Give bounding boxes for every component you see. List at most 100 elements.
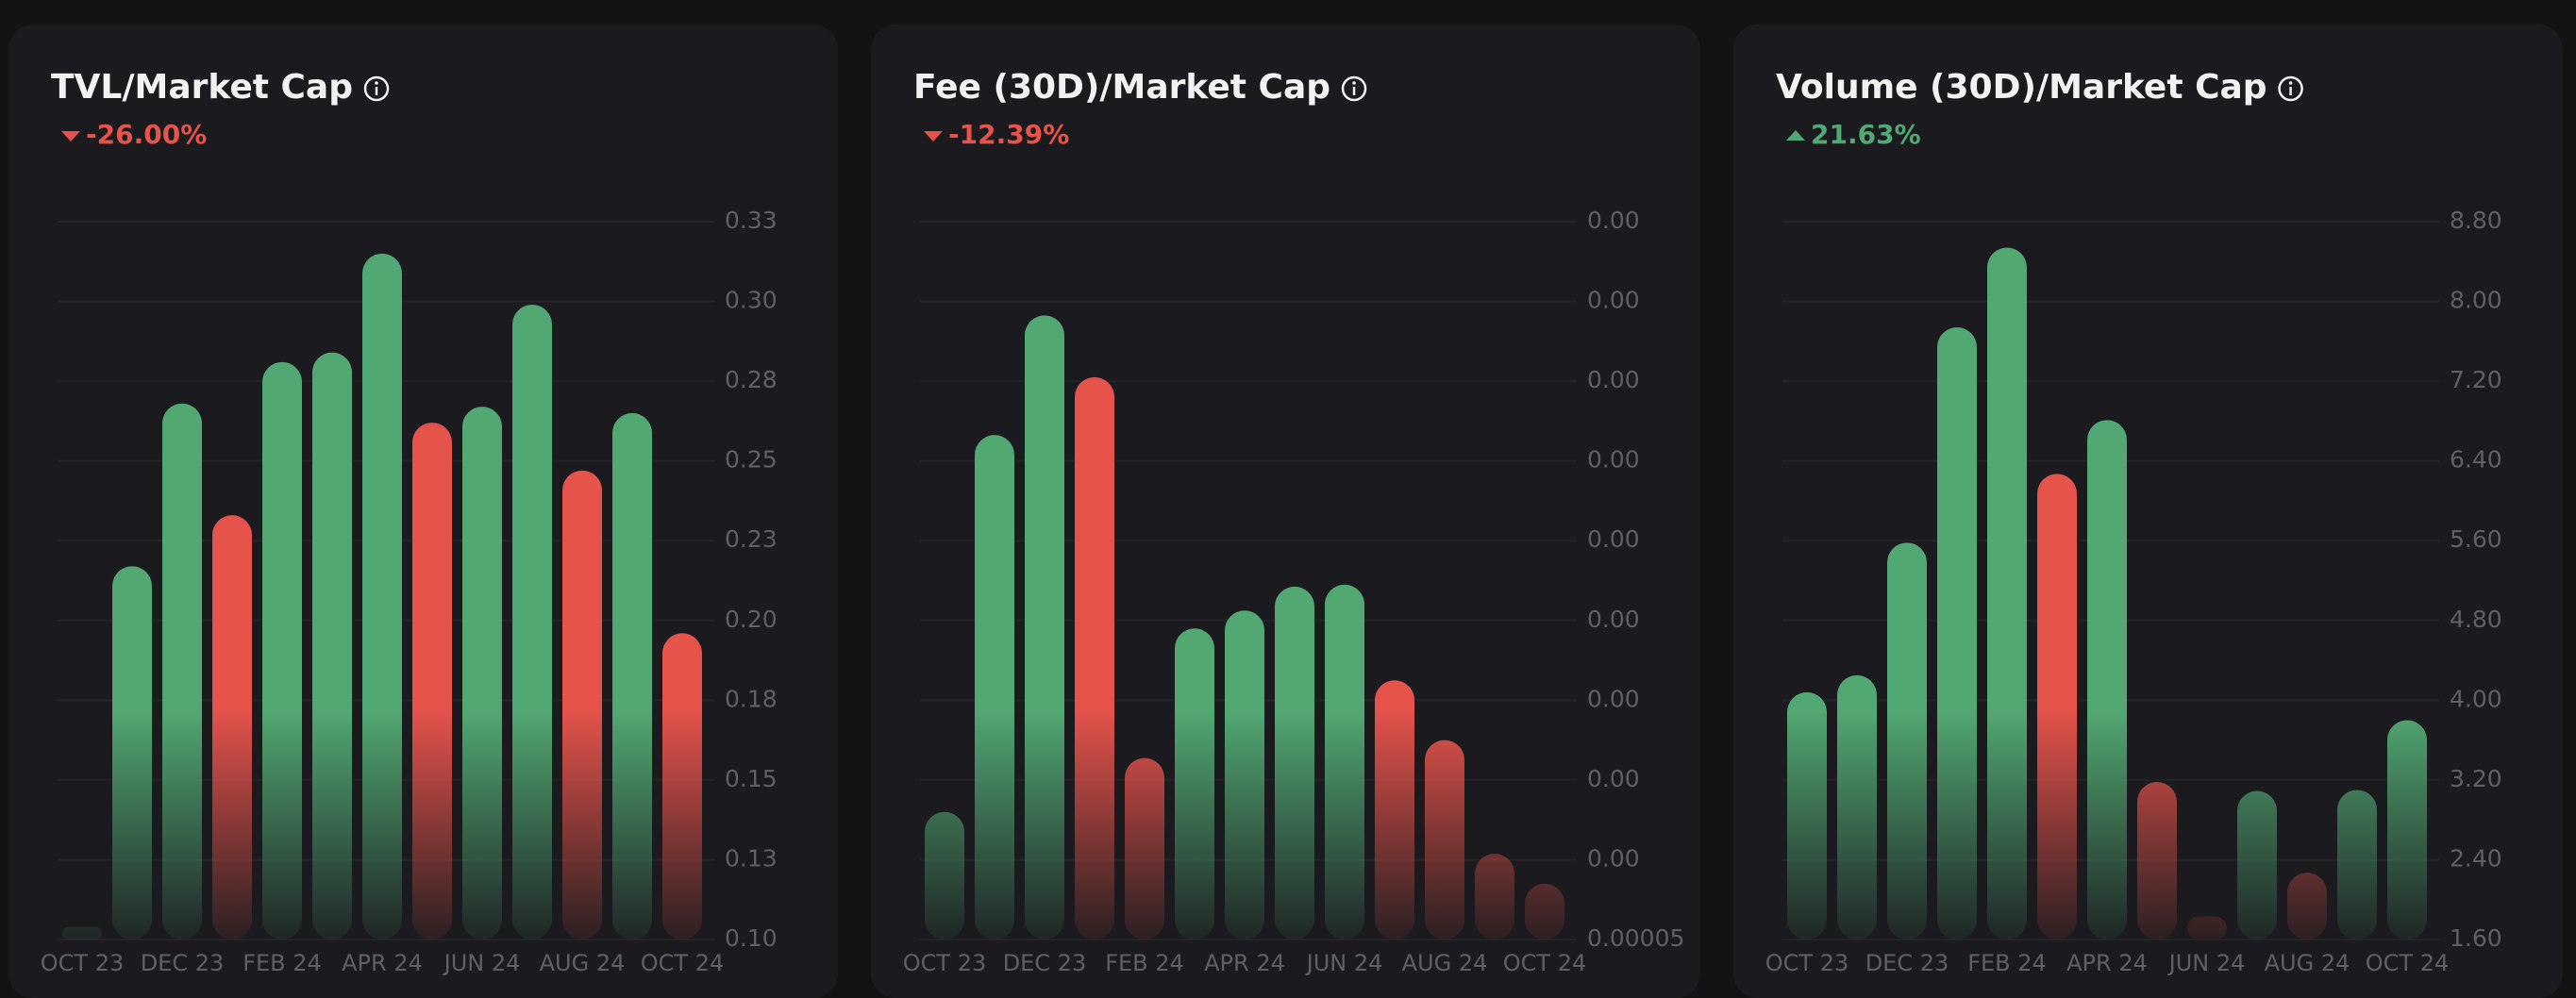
- bar: [1275, 586, 1314, 940]
- x-tick-label: FEB 24: [243, 950, 322, 976]
- bar: [1475, 854, 1514, 940]
- bar: [2137, 782, 2177, 940]
- bar: [2387, 720, 2427, 940]
- bar: [362, 253, 402, 940]
- y-tick-label: 8.00: [2450, 287, 2502, 314]
- bar: [1425, 740, 1464, 940]
- bar: [562, 470, 602, 940]
- y-tick-label: 2.40: [2450, 844, 2502, 872]
- info-icon[interactable]: [363, 75, 390, 102]
- x-tick-label: OCT 24: [641, 950, 724, 976]
- y-tick-label: 0.13: [725, 844, 778, 872]
- bar: [2037, 474, 2077, 940]
- x-tick-label: JUN 24: [443, 950, 521, 976]
- y-tick-label: 4.80: [2450, 606, 2502, 633]
- bar: [112, 566, 152, 940]
- y-tick-label: 0.00: [1587, 207, 1640, 234]
- y-tick-label: 4.00: [2450, 685, 2502, 712]
- panel-title: TVL/Market Cap: [51, 68, 353, 107]
- y-tick-label: 3.20: [2450, 765, 2502, 792]
- bar: [462, 407, 502, 940]
- y-tick-label: 0.00: [1587, 844, 1640, 872]
- y-tick-label: 0.00: [1587, 446, 1640, 474]
- bar: [1025, 315, 1064, 940]
- y-tick-label: 0.00: [1587, 525, 1640, 553]
- bar: [412, 423, 452, 940]
- bar: [1075, 376, 1114, 940]
- panel: Volume (30D)/Market Cap 21.63% 1.60 2.40 3.2…: [1733, 25, 2563, 998]
- bar: [1887, 542, 1927, 940]
- bar: [1787, 691, 1827, 940]
- x-tick-label: DEC 23: [1865, 950, 1949, 976]
- y-tick-label: 0.28: [725, 366, 778, 393]
- y-tick-label: 0.15: [725, 765, 778, 792]
- bar: [312, 352, 352, 940]
- panel-title: Volume (30D)/Market Cap: [1776, 68, 2267, 107]
- x-tick-label: OCT 24: [1503, 950, 1586, 976]
- y-tick-label: 0.23: [725, 525, 778, 553]
- bar: [1325, 584, 1364, 940]
- x-tick-label: DEC 23: [1003, 950, 1087, 976]
- x-tick-label: APR 24: [1204, 950, 1285, 976]
- trend-arrow: [924, 131, 943, 141]
- change-value: -12.39%: [948, 119, 1069, 150]
- x-tick-label: OCT 23: [1765, 950, 1848, 976]
- bar: [2337, 790, 2377, 940]
- y-tick-label: 0.00: [1587, 366, 1640, 393]
- y-tick-label: 0.18: [725, 685, 778, 712]
- y-tick-label: 0.33: [725, 207, 778, 234]
- panel: Fee (30D)/Market Cap -12.39% 0.00005 0.00 0.…: [871, 25, 1700, 998]
- bar: [1375, 680, 1414, 940]
- bar: [2187, 916, 2227, 940]
- bar: [512, 304, 552, 940]
- x-tick-label: FEB 24: [1105, 950, 1184, 976]
- trend-arrow: [61, 131, 80, 141]
- trend-arrow: [1786, 130, 1805, 141]
- bar: [612, 412, 652, 940]
- y-tick-label: 1.60: [2450, 924, 2502, 952]
- x-tick-label: OCT 23: [903, 950, 986, 976]
- bar: [262, 361, 302, 940]
- bar: [2087, 420, 2127, 940]
- y-tick-label: 0.00: [1587, 287, 1640, 314]
- x-tick-label: AUG 24: [1402, 950, 1488, 976]
- y-tick-label: 0.30: [725, 287, 778, 314]
- y-tick-label: 8.80: [2450, 207, 2502, 234]
- x-tick-label: FEB 24: [1967, 950, 2047, 976]
- change-value: -26.00%: [86, 119, 207, 150]
- y-tick-label: 0.25: [725, 446, 778, 474]
- change-value: 21.63%: [1811, 119, 1921, 150]
- panel-title: Fee (30D)/Market Cap: [913, 68, 1330, 107]
- y-tick-label: 0.20: [725, 606, 778, 633]
- x-tick-label: DEC 23: [141, 950, 225, 976]
- bar: [1937, 327, 1977, 940]
- bar: [2237, 790, 2277, 940]
- x-tick-label: JUN 24: [1305, 950, 1383, 976]
- bar: [1987, 247, 2027, 940]
- bar: [662, 633, 702, 940]
- bar: [1225, 610, 1264, 940]
- x-tick-label: OCT 24: [2366, 950, 2449, 976]
- y-tick-label: 0.00005: [1587, 924, 1684, 952]
- y-tick-label: 0.00: [1587, 606, 1640, 633]
- x-tick-label: AUG 24: [2265, 950, 2350, 976]
- y-tick-label: 5.60: [2450, 525, 2502, 553]
- bar: [1125, 757, 1164, 940]
- bar: [2287, 873, 2327, 940]
- y-tick-label: 0.00: [1587, 685, 1640, 712]
- bar: [162, 403, 202, 940]
- bar: [925, 811, 964, 940]
- bar: [1837, 674, 1877, 940]
- bar: [1175, 628, 1214, 940]
- bar: [1525, 883, 1564, 940]
- info-icon[interactable]: [2278, 75, 2303, 102]
- y-tick-label: 0.10: [725, 924, 778, 952]
- bar: [212, 515, 252, 940]
- y-tick-label: 7.20: [2450, 366, 2502, 393]
- bar: [975, 435, 1014, 940]
- x-tick-label: APR 24: [342, 950, 423, 976]
- panel: TVL/Market Cap -26.00% 0.10 0.13 0.15 0.18 0.2…: [8, 25, 838, 998]
- info-icon[interactable]: [1341, 75, 1367, 102]
